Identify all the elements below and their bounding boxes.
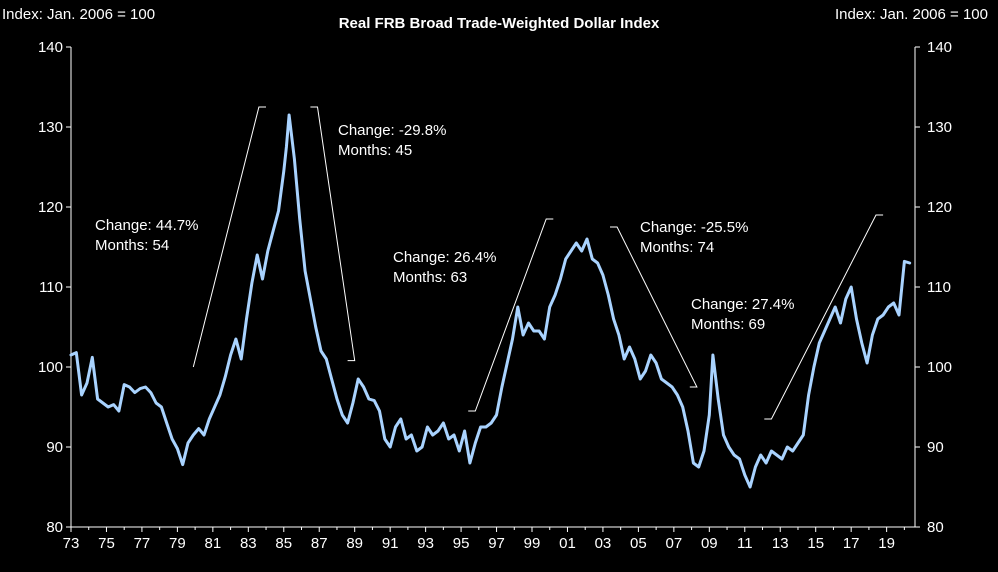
y-tick-label-left: 120	[38, 199, 63, 216]
chart-title: Real FRB Broad Trade-Weighted Dollar Ind…	[338, 15, 660, 32]
annotation-3-change: Change: 26.4%	[393, 249, 496, 266]
y-tick-label-left: 110	[39, 279, 63, 296]
x-tick-label: 01	[559, 535, 576, 552]
y-tick-label-left: 90	[46, 439, 63, 456]
x-tick-label: 15	[807, 535, 824, 552]
y-tick-label-right: 90	[927, 439, 944, 456]
annotation-3-months: Months: 63	[393, 269, 467, 286]
y-tick-label-right: 140	[927, 39, 952, 56]
y-tick-label-left: 100	[38, 359, 63, 376]
annotation-1-months: Months: 54	[95, 237, 169, 254]
trend-bracket	[468, 218, 554, 412]
annotation-4-months: Months: 74	[640, 239, 714, 256]
x-tick-label: 09	[701, 535, 718, 552]
x-tick-label: 75	[98, 535, 115, 552]
dollar-index-line	[69, 113, 912, 489]
annotation-5-change: Change: 27.4%	[691, 296, 794, 313]
y-tick-label-left: 130	[38, 119, 63, 136]
y-tick-label-left: 80	[46, 519, 63, 536]
annotation-5-months: Months: 69	[691, 316, 765, 333]
x-tick-label: 79	[169, 535, 186, 552]
trend-bracket	[764, 214, 884, 420]
x-tick-label: 07	[666, 535, 683, 552]
axes: 80 80 90 90 100 100 110 110 120 120 130 130 140 140 73…	[38, 39, 952, 552]
y-tick-label-right: 110	[927, 279, 951, 296]
x-tick-label: 89	[346, 535, 363, 552]
y-tick-label-right: 120	[927, 199, 952, 216]
x-tick-label: 97	[488, 535, 505, 552]
annotation-labels: Change: 44.7% Months: 54 Change: -29.8% …	[95, 122, 794, 333]
x-tick-label: 95	[453, 535, 470, 552]
y-axis-unit-right: Index: Jan. 2006 = 100	[834, 6, 988, 23]
x-tick-label: 17	[843, 535, 860, 552]
annotation-2-months: Months: 45	[338, 142, 412, 159]
y-tick-label-right: 100	[927, 359, 952, 376]
annotation-1-change: Change: 44.7%	[95, 217, 198, 234]
x-tick-label: 73	[63, 535, 80, 552]
y-tick-label-left: 140	[38, 39, 63, 56]
x-tick-label: 87	[311, 535, 328, 552]
y-tick-label-right: 80	[927, 519, 944, 536]
x-tick-label: 05	[630, 535, 647, 552]
x-tick-label: 19	[878, 535, 895, 552]
trend-brackets	[192, 106, 884, 420]
y-tick-label-right: 130	[927, 119, 952, 136]
trend-bracket	[310, 106, 356, 362]
x-tick-label: 13	[772, 535, 789, 552]
series-layer	[69, 113, 912, 489]
trend-bracket	[192, 106, 266, 368]
x-tick-label: 91	[382, 535, 399, 552]
trend-bracket	[610, 226, 698, 388]
x-tick-label: 83	[240, 535, 257, 552]
x-tick-label: 11	[737, 535, 753, 552]
y-axis-unit-left: Index: Jan. 2006 = 100	[2, 6, 156, 23]
annotation-4-change: Change: -25.5%	[640, 219, 748, 236]
x-tick-label: 81	[205, 535, 222, 552]
x-tick-label: 85	[275, 535, 292, 552]
x-tick-label: 93	[417, 535, 434, 552]
x-tick-label: 77	[134, 535, 151, 552]
annotation-2-change: Change: -29.8%	[338, 122, 446, 139]
x-tick-label: 03	[595, 535, 612, 552]
x-tick-label: 99	[524, 535, 541, 552]
